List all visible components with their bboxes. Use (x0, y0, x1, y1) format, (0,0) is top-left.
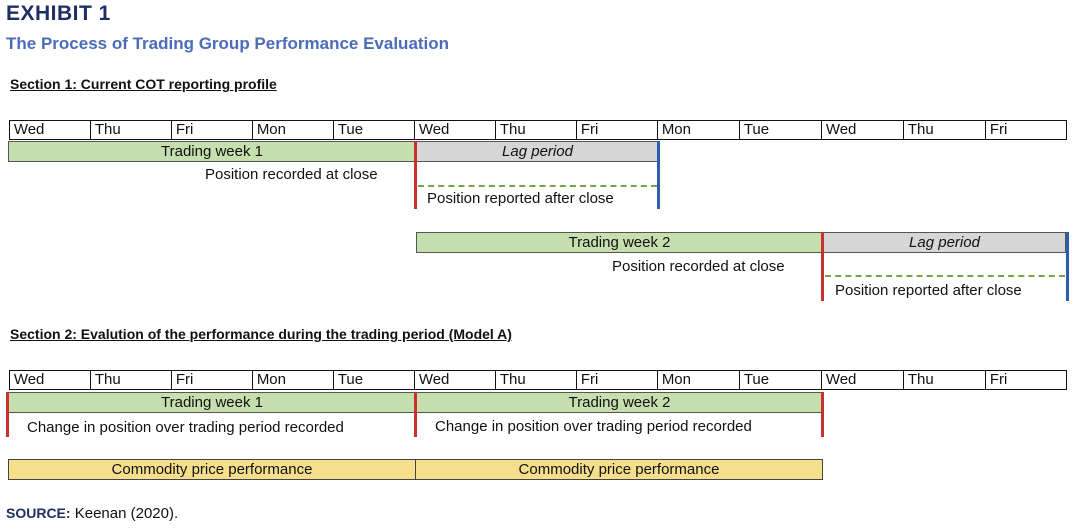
commodity-price-performance-2: Commodity price performance (415, 459, 823, 480)
day-cell: Fri (984, 370, 1067, 390)
day-cell: Wed (820, 120, 905, 140)
day-cell: Wed (8, 120, 92, 140)
change-in-position-1: Change in position over trading period r… (27, 419, 344, 436)
day-cell: Thu (902, 120, 987, 140)
change-in-position-2: Change in position over trading period r… (435, 418, 752, 435)
day-cell: Wed (413, 370, 497, 390)
day-cell: Tue (738, 120, 823, 140)
day-cell: Thu (494, 120, 578, 140)
source-label: SOURCE: (6, 505, 71, 521)
exhibit-label: EXHIBIT 1 (6, 2, 111, 25)
recorded-marker-2 (821, 232, 824, 301)
trading-week-1-bar: Trading week 1 (8, 141, 416, 162)
day-cell: Mon (656, 370, 741, 390)
day-cell: Wed (820, 370, 905, 390)
day-cell: Wed (413, 120, 497, 140)
day-cell: Fri (575, 370, 659, 390)
trading-week-2-bar: Trading week 2 (416, 232, 823, 253)
lag-period-1-label: Lag period (502, 143, 573, 160)
day-cell: Thu (494, 370, 578, 390)
model-a-trading-week-2-bar: Trading week 2 (416, 392, 823, 413)
day-cell: Thu (89, 370, 173, 390)
period-end-marker (821, 392, 824, 437)
commodity-price-performance-1: Commodity price performance (8, 459, 416, 480)
lag-period-2-bar: Lag period (823, 232, 1066, 253)
exhibit-title: The Process of Trading Group Performance… (6, 34, 450, 53)
position-recorded-2: Position recorded at close (612, 258, 785, 275)
lag-period-1-bar: Lag period (416, 141, 659, 162)
day-cell: Tue (738, 370, 823, 390)
dashed-connector-2 (825, 275, 1065, 277)
day-cell: Fri (575, 120, 659, 140)
position-reported-2: Position reported after close (835, 282, 1022, 299)
day-cell: Fri (170, 120, 254, 140)
day-cell: Thu (89, 120, 173, 140)
day-cell: Mon (251, 370, 335, 390)
day-cell: Mon (251, 120, 335, 140)
position-recorded-1: Position recorded at close (205, 166, 378, 183)
section2-heading: Section 2: Evalution of the performance … (10, 326, 512, 342)
recorded-marker-1 (414, 141, 417, 209)
section1-heading: Section 1: Current COT reporting profile (10, 76, 277, 92)
day-cell: Thu (902, 370, 987, 390)
day-cell: Fri (984, 120, 1067, 140)
source-text: Keenan (2020). (74, 505, 179, 522)
day-cell: Wed (8, 370, 92, 390)
day-cell: Tue (332, 120, 416, 140)
reported-marker-1 (657, 141, 660, 209)
model-a-trading-week-1-bar: Trading week 1 (8, 392, 416, 413)
source-note: SOURCE: Keenan (2020). (6, 505, 178, 522)
day-cell: Tue (332, 370, 416, 390)
position-reported-1: Position reported after close (427, 190, 614, 207)
reported-marker-2 (1066, 232, 1069, 301)
lag-period-2-label: Lag period (909, 234, 980, 251)
period-start-marker (6, 392, 9, 437)
day-cell: Mon (656, 120, 741, 140)
day-cell: Fri (170, 370, 254, 390)
period-boundary-marker (414, 392, 417, 437)
dashed-connector-1 (418, 185, 657, 187)
